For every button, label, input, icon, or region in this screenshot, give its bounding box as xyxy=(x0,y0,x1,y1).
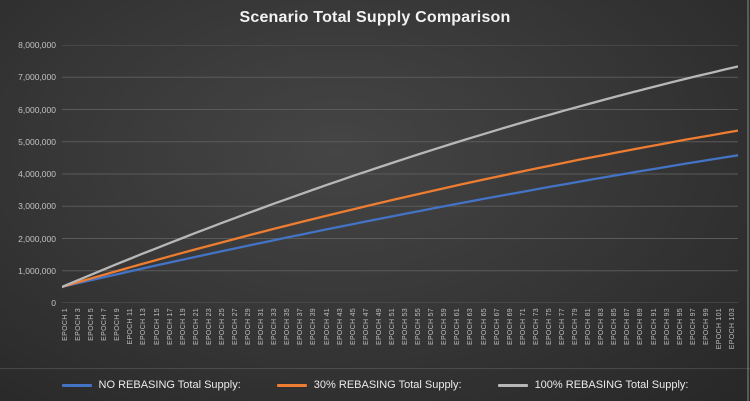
window-edge-highlight xyxy=(747,0,749,401)
x-tick-label: EPOCH 11 xyxy=(127,308,135,345)
x-tick-label: EPOCH 71 xyxy=(519,308,527,346)
series-line-2 xyxy=(60,65,740,289)
x-tick-label: EPOCH 77 xyxy=(558,308,566,346)
chart-title: Scenario Total Supply Comparison xyxy=(239,9,511,26)
x-tick-label: EPOCH 43 xyxy=(336,308,344,346)
x-tick-label: EPOCH 17 xyxy=(166,308,174,346)
x-tick-label: EPOCH 45 xyxy=(349,308,357,346)
x-tick-label: EPOCH 79 xyxy=(572,308,580,346)
x-tick-label: EPOCH 13 xyxy=(140,308,148,346)
y-tick-label: 4,000,000 xyxy=(18,169,56,179)
x-tick-label: EPOCH 83 xyxy=(598,308,606,346)
x-tick-label: EPOCH 73 xyxy=(532,308,540,346)
series-line-0 xyxy=(60,154,740,289)
y-tick-label: 7,000,000 xyxy=(18,72,56,83)
legend: NO REBASING Total Supply: 30% REBASING To… xyxy=(0,368,750,401)
x-tick-label: EPOCH 1 xyxy=(62,308,69,341)
y-tick-label: 8,000,000 xyxy=(18,40,56,50)
plot-area xyxy=(60,44,740,304)
x-tick-label: EPOCH 57 xyxy=(428,308,436,346)
legend-line-swatch xyxy=(276,383,307,387)
x-tick-label: EPOCH 75 xyxy=(545,308,553,346)
plot-svg xyxy=(60,44,740,304)
x-tick-label: EPOCH 37 xyxy=(297,308,305,346)
x-tick-label: EPOCH 51 xyxy=(388,308,396,346)
legend-item: 30% REBASING Total Supply: xyxy=(276,379,462,391)
x-tick-label: EPOCH 61 xyxy=(454,308,462,346)
x-tick-label: EPOCH 41 xyxy=(323,308,331,346)
y-tick-label: 0 xyxy=(51,298,56,308)
y-tick-label: 3,000,000 xyxy=(18,201,56,212)
legend-label: 30% REBASING Total Supply: xyxy=(313,379,462,391)
x-tick-label: EPOCH 15 xyxy=(153,308,161,346)
x-tick-label: EPOCH 101 xyxy=(715,308,723,350)
x-tick-label: EPOCH 93 xyxy=(663,308,671,346)
x-tick-label: EPOCH 35 xyxy=(284,308,292,346)
x-tick-label: EPOCH 5 xyxy=(88,308,96,341)
y-tick-label: 5,000,000 xyxy=(18,136,56,147)
x-tick-label: EPOCH 3 xyxy=(75,308,83,341)
x-tick-label: EPOCH 39 xyxy=(310,308,318,346)
legend-label: 100% REBASING Total Supply: xyxy=(534,379,689,391)
x-tick-label: EPOCH 95 xyxy=(676,308,684,346)
x-tick-label: EPOCH 47 xyxy=(362,308,370,346)
y-tick-label: 6,000,000 xyxy=(18,104,56,115)
x-tick-label: EPOCH 55 xyxy=(415,308,423,346)
x-tick-label: EPOCH 49 xyxy=(375,308,383,346)
x-tick-label: EPOCH 89 xyxy=(637,308,645,346)
x-tick-label: EPOCH 29 xyxy=(245,308,253,346)
x-tick-label: EPOCH 85 xyxy=(611,308,619,346)
x-tick-label: EPOCH 9 xyxy=(114,308,122,341)
x-tick-label: EPOCH 63 xyxy=(467,308,475,346)
x-tick-label: EPOCH 65 xyxy=(480,308,488,346)
x-tick-label: EPOCH 99 xyxy=(702,308,710,346)
x-tick-label: EPOCH 67 xyxy=(493,308,501,346)
legend-item: 100% REBASING Total Supply: xyxy=(497,379,689,391)
x-tick-label: EPOCH 27 xyxy=(232,308,240,346)
x-tick-label: EPOCH 53 xyxy=(402,308,410,346)
x-tick-label: EPOCH 23 xyxy=(205,308,213,346)
series-line-1 xyxy=(60,129,740,289)
legend-line-swatch xyxy=(61,383,92,387)
x-tick-label: EPOCH 59 xyxy=(441,308,449,346)
legend-line-swatch xyxy=(497,383,528,387)
x-axis-labels: EPOCH 1 EPOCH 3 EPOCH 5 EPOCH 7 EPOCH 9 EPOCH… xyxy=(62,308,738,368)
x-tick-label: EPOCH 87 xyxy=(624,308,632,346)
x-tick-label: EPOCH 21 xyxy=(192,308,200,346)
x-tick-label: EPOCH 19 xyxy=(179,308,187,346)
y-tick-label: 2,000,000 xyxy=(18,233,56,244)
x-tick-label: EPOCH 103 xyxy=(728,308,736,350)
x-tick-label: EPOCH 33 xyxy=(271,308,279,346)
x-tick-label: EPOCH 81 xyxy=(585,308,593,346)
x-tick-label: EPOCH 69 xyxy=(506,308,514,346)
x-tick-label: EPOCH 31 xyxy=(258,308,266,346)
x-tick-label: EPOCH 91 xyxy=(650,308,658,346)
y-tick-label: 1,000,000 xyxy=(18,265,56,276)
legend-label: NO REBASING Total Supply: xyxy=(98,379,241,391)
legend-item: NO REBASING Total Supply: xyxy=(61,379,241,391)
x-tick-label: EPOCH 7 xyxy=(101,308,109,341)
x-tick-label: EPOCH 97 xyxy=(689,308,697,346)
x-tick-label: EPOCH 25 xyxy=(218,308,226,346)
